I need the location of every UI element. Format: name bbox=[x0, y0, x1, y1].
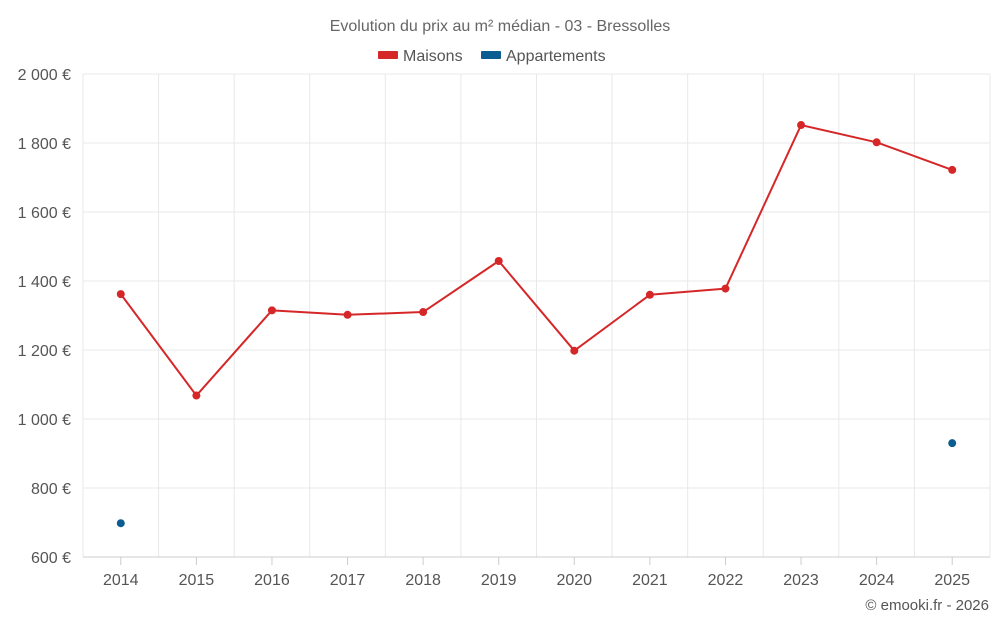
y-tick-label: 1 600 € bbox=[18, 205, 71, 222]
series bbox=[116, 121, 957, 528]
legend-label-appartements: Appartements bbox=[506, 48, 606, 65]
x-tick-label: 2025 bbox=[934, 572, 970, 589]
x-tick-label: 2018 bbox=[405, 572, 441, 589]
x-tick-label: 2016 bbox=[254, 572, 290, 589]
data-point-maisons[interactable] bbox=[797, 121, 806, 130]
y-tick-label: 2 000 € bbox=[18, 67, 71, 84]
data-point-appartements[interactable] bbox=[948, 439, 957, 448]
data-point-maisons[interactable] bbox=[872, 138, 881, 147]
series-maisons bbox=[116, 121, 957, 400]
y-tick-label: 1 400 € bbox=[18, 274, 71, 291]
chart-title: Evolution du prix au m² médian - 03 - Br… bbox=[330, 18, 671, 35]
x-tick-label: 2020 bbox=[556, 572, 592, 589]
legend: Maisons Appartements bbox=[378, 48, 606, 65]
x-tick-label: 2017 bbox=[330, 572, 366, 589]
data-point-maisons[interactable] bbox=[645, 290, 654, 299]
series-appartements bbox=[116, 439, 957, 528]
series-line-maisons bbox=[119, 124, 953, 397]
x-tick-label: 2023 bbox=[783, 572, 819, 589]
data-point-maisons[interactable] bbox=[343, 310, 352, 319]
data-point-maisons[interactable] bbox=[419, 308, 428, 317]
data-point-maisons[interactable] bbox=[570, 346, 579, 355]
data-point-appartements[interactable] bbox=[116, 519, 125, 528]
data-point-maisons[interactable] bbox=[116, 290, 125, 299]
legend-label-maisons: Maisons bbox=[403, 48, 463, 65]
x-tick-label: 2021 bbox=[632, 572, 668, 589]
x-tick-label: 2024 bbox=[859, 572, 895, 589]
axes: 600 € 800 € 1 000 € 1 200 € 1 400 € 1 600 € 1 … bbox=[18, 67, 990, 589]
data-point-maisons[interactable] bbox=[721, 284, 730, 293]
y-tick-label: 600 € bbox=[31, 550, 71, 567]
data-point-maisons[interactable] bbox=[267, 306, 276, 315]
credit-text: © emooki.fr - 2026 bbox=[865, 597, 989, 614]
data-point-maisons[interactable] bbox=[494, 256, 503, 265]
y-tick-label: 1 200 € bbox=[18, 343, 71, 360]
legend-swatch-maisons bbox=[378, 51, 398, 59]
y-tick-label: 800 € bbox=[31, 481, 71, 498]
x-tick-label: 2014 bbox=[103, 572, 139, 589]
x-tick-label: 2019 bbox=[481, 572, 517, 589]
x-tick-label: 2015 bbox=[179, 572, 215, 589]
grid bbox=[82, 73, 991, 557]
legend-item-appartements[interactable]: Appartements bbox=[481, 48, 606, 65]
data-point-maisons[interactable] bbox=[948, 165, 957, 174]
y-tick-label: 1 000 € bbox=[18, 412, 71, 429]
y-tick-label: 1 800 € bbox=[18, 136, 71, 153]
x-tick-label: 2022 bbox=[708, 572, 744, 589]
legend-item-maisons[interactable]: Maisons bbox=[378, 48, 463, 65]
data-point-maisons[interactable] bbox=[192, 391, 201, 400]
legend-swatch-appartements bbox=[481, 51, 501, 59]
